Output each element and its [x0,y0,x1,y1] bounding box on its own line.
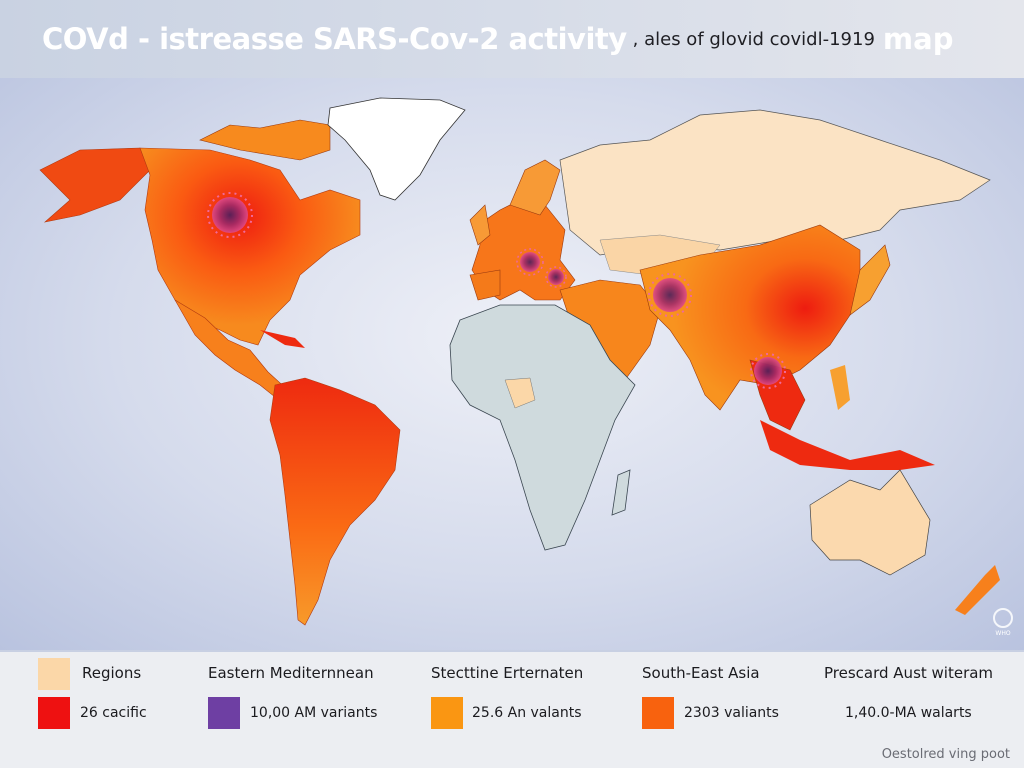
legend-swatch-regions [38,658,70,690]
legend-item-south-east-asia: South-East Asia 2303 valiants [630,652,820,768]
map-legend: Regions 26 cacific Eastern Mediternnean … [0,650,1024,768]
virus-marker-southeast-asia[interactable] [750,353,786,389]
region-madagascar [611,469,631,516]
legend-swatch-dark-orange [642,697,674,729]
map-subtitle: , ales of glovid covidl-1919 [632,28,875,50]
legend-item-regions: Regions 26 cacific [0,652,200,768]
region-indonesia [760,420,935,470]
region-australia [809,469,931,576]
virus-marker-europe-west[interactable] [516,248,544,276]
legend-item-stecttine: Stecttine Erternaten 25.6 An valants [420,652,630,768]
region-south-america [269,377,401,626]
title-bar: COVd - istreasse SARS-Cov-2 activity , a… [0,0,1024,78]
virus-marker-europe-east[interactable] [545,266,567,288]
region-alaska [39,147,151,223]
legend-value: 10,00 AM variants [250,705,378,721]
footer-note: Oestolred ving poot [881,747,1010,762]
legend-heading: Eastern Mediternnean [208,664,374,682]
legend-heading: Regions [82,664,142,682]
virus-marker-north-america[interactable] [207,192,253,238]
region-russia [559,109,991,256]
region-new-zealand [955,565,1000,615]
region-north-america [139,147,361,346]
region-greenland [327,97,466,201]
map-title-suffix: map [882,22,954,56]
region-iberia [469,269,501,301]
region-scandinavia [509,159,561,216]
legend-item-eastern-mediterranean: Eastern Mediternnean 10,00 AM variants [200,652,420,768]
legend-heading: Stecttine Erternaten [431,664,584,682]
legend-value: 26 cacific [80,705,147,721]
emblem-text: WHO [995,630,1011,637]
region-caribbean [260,330,305,348]
map-title: COVd - istreasse SARS-Cov-2 activity [42,22,627,56]
legend-swatch-orange [431,697,463,729]
legend-swatch-red [38,697,70,729]
region-africa [449,304,636,551]
legend-value: 2303 valiants [684,705,779,721]
region-uk-ireland [469,204,491,246]
legend-swatch-purple [208,697,240,729]
region-nigeria [504,377,536,409]
world-map: WHO [0,78,1024,650]
world-map-svg [39,97,1000,626]
legend-item-western-pacific: Prescard Aust witeram 1,40.0-MA walarts [820,652,1024,768]
virus-marker-south-asia[interactable] [648,273,692,317]
who-emblem-icon: WHO [988,608,1018,644]
region-japan [849,244,891,316]
legend-heading: Prescard Aust witeram [824,664,994,682]
globe-icon [993,608,1013,628]
region-philippines [830,365,850,410]
legend-value: 25.6 An valants [472,705,582,721]
region-canadian-arctic [199,119,331,161]
legend-value: 1,40.0-MA walarts [845,705,972,721]
legend-heading: South-East Asia [642,664,760,682]
